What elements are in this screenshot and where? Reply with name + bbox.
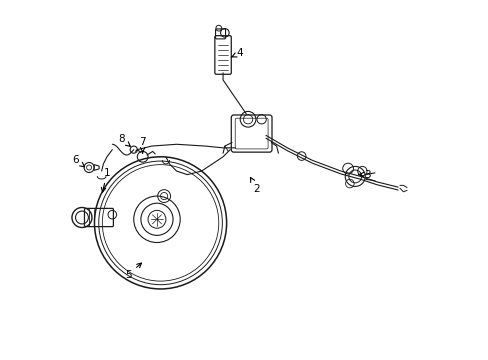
Text: 4: 4 <box>231 48 243 58</box>
Text: 6: 6 <box>72 156 84 167</box>
Text: 3: 3 <box>358 170 370 180</box>
Text: 2: 2 <box>250 177 260 194</box>
Text: 8: 8 <box>118 134 130 147</box>
Text: 1: 1 <box>101 168 110 192</box>
Text: 7: 7 <box>139 138 146 153</box>
Text: 5: 5 <box>125 263 141 280</box>
